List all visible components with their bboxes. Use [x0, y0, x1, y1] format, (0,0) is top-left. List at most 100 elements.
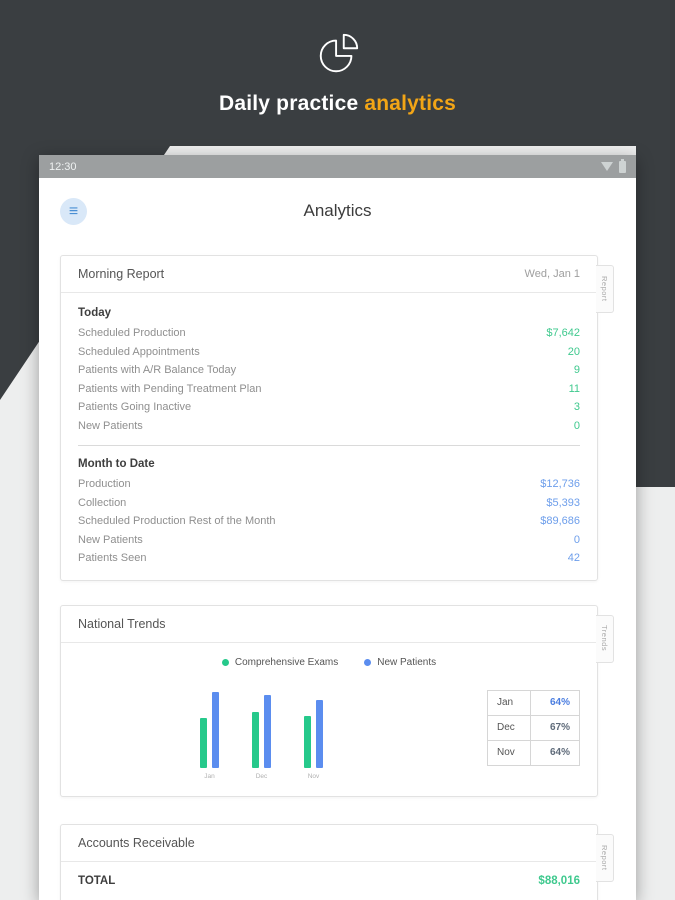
accounts-receivable-header: Accounts Receivable: [61, 825, 597, 862]
metric-row: New Patients 0: [78, 531, 580, 550]
hero-title-accent: analytics: [364, 91, 457, 115]
bar-group: Nov: [304, 699, 323, 780]
trend-table-row: Jan 64%: [487, 689, 580, 716]
national-trends-card: National Trends Comprehensive Exams New P…: [60, 604, 614, 797]
morning-report-side-tab[interactable]: Report: [596, 265, 614, 313]
metric-label: Scheduled Production: [78, 327, 186, 340]
metric-value: 20: [567, 345, 580, 358]
total-value: $88,016: [538, 874, 580, 887]
metric-label: Scheduled Production Rest of the Month: [78, 515, 276, 528]
legend-dot-icon: [221, 658, 229, 666]
metric-row: Scheduled Production $7,642: [78, 324, 580, 343]
accounts-receivable-total-row: TOTAL $88,016: [61, 862, 597, 900]
bar-pair: [200, 691, 219, 768]
metric-row: Scheduled Production Rest of the Month $8…: [78, 512, 580, 531]
trend-table-row: Nov 64%: [487, 739, 580, 766]
bar-category-label: Dec: [255, 772, 268, 780]
legend-item: Comprehensive Exams: [221, 656, 339, 668]
status-bar: 12:30: [39, 155, 636, 178]
section-divider: [78, 445, 580, 446]
metric-value: $89,686: [540, 515, 580, 528]
metric-row: Patients Seen 42: [78, 549, 580, 568]
bar-pair: [304, 699, 323, 768]
metric-label: Patients with A/R Balance Today: [78, 364, 237, 377]
metric-label: Patients with Pending Treatment Plan: [78, 382, 262, 395]
metric-value: 3: [573, 401, 580, 414]
metric-row: Patients Going Inactive 3: [78, 398, 580, 417]
national-trends-title: National Trends: [78, 616, 166, 631]
trend-month-cell: Dec: [487, 714, 531, 741]
legend-dot-icon: [364, 658, 372, 666]
metric-value: 42: [567, 552, 580, 565]
national-trends-body: Comprehensive Exams New Patients Jan Dec No…: [61, 643, 597, 796]
section-heading: Today: [78, 307, 112, 319]
morning-report-title: Morning Report: [78, 267, 165, 281]
accounts-receivable-title: Accounts Receivable: [78, 835, 195, 850]
morning-report-header: Morning Report Wed, Jan 1: [61, 256, 597, 293]
chart-area: Jan Dec Nov Jan 64% Dec 67% Nov 64%: [78, 684, 580, 780]
metric-label: New Patients: [78, 533, 143, 546]
bar-category-label: Nov: [307, 772, 320, 780]
trend-value-cell: 67%: [530, 714, 580, 741]
app-bar: ≡ Analytics: [39, 178, 636, 244]
status-time: 12:30: [49, 160, 77, 173]
section-heading: Month to Date: [78, 458, 155, 470]
accounts-receivable-side-tab[interactable]: Report: [596, 833, 614, 882]
metric-row: New Patients 0: [78, 417, 580, 436]
status-icons: [601, 158, 626, 173]
hamburger-icon: ≡: [68, 202, 79, 220]
bar-new-patients: [212, 691, 219, 768]
metric-label: Patients Going Inactive: [78, 401, 192, 414]
metric-label: Scheduled Appointments: [78, 345, 200, 358]
trend-table-row: Dec 67%: [487, 714, 580, 741]
trend-month-cell: Nov: [487, 739, 531, 766]
national-trends-side-tab[interactable]: Trends: [596, 614, 614, 663]
bar-comprehensive-exams: [200, 717, 207, 768]
trends-table: Jan 64% Dec 67% Nov 64%: [487, 689, 580, 766]
hero-title-prefix: Daily practice: [218, 91, 365, 115]
metric-value: 0: [573, 419, 580, 432]
wifi-icon: [601, 162, 613, 171]
metric-row: Patients with Pending Treatment Plan 11: [78, 380, 580, 399]
metric-label: Collection: [78, 496, 127, 509]
total-label: TOTAL: [78, 874, 116, 887]
device-frame: 12:30 ≡ Analytics Morning Report Wed, Ja…: [39, 155, 636, 900]
legend-label: Comprehensive Exams: [234, 656, 339, 668]
menu-button[interactable]: ≡: [60, 198, 87, 225]
metric-value: 11: [568, 382, 580, 395]
trend-value-cell: 64%: [530, 689, 580, 716]
morning-report-card: Morning Report Wed, Jan 1 Today Scheduled…: [60, 255, 614, 581]
metric-value: 9: [573, 364, 580, 377]
metric-label: Production: [78, 478, 131, 491]
bar-pair: [252, 694, 271, 768]
metric-row: Collection $5,393: [78, 494, 580, 513]
metric-label: New Patients: [78, 419, 143, 432]
battery-icon: [619, 158, 626, 173]
metric-row: Patients with A/R Balance Today 9: [78, 361, 580, 380]
metric-label: Patients Seen: [78, 552, 147, 565]
bar-new-patients: [316, 699, 323, 768]
morning-report-date: Wed, Jan 1: [524, 268, 580, 280]
hero-title: Daily practice analytics: [219, 92, 456, 116]
trend-value-cell: 64%: [530, 739, 580, 766]
app-screen[interactable]: ≡ Analytics Morning Report Wed, Jan 1 To…: [39, 178, 636, 900]
bar-category-label: Jan: [204, 772, 215, 780]
metric-value: $12,736: [540, 478, 580, 491]
trend-month-cell: Jan: [487, 689, 531, 716]
legend-label: New Patients: [377, 656, 437, 668]
accounts-receivable-card: Accounts Receivable TOTAL $88,016 Report: [60, 823, 614, 900]
chart-legend: Comprehensive Exams New Patients: [78, 657, 580, 668]
bar-chart: Jan Dec Nov: [200, 684, 323, 780]
bar-comprehensive-exams: [252, 711, 259, 768]
metric-value: 0: [573, 533, 580, 546]
page-title: Analytics: [303, 201, 372, 220]
metric-value: $7,642: [546, 327, 580, 340]
legend-item: New Patients: [364, 657, 436, 668]
metric-value: $5,393: [546, 496, 580, 509]
metric-row: Scheduled Appointments 20: [78, 343, 580, 362]
bar-new-patients: [264, 694, 271, 768]
bar-group: Jan: [200, 691, 219, 780]
bar-group: Dec: [252, 694, 271, 780]
metric-row: Production $12,736: [78, 475, 580, 494]
